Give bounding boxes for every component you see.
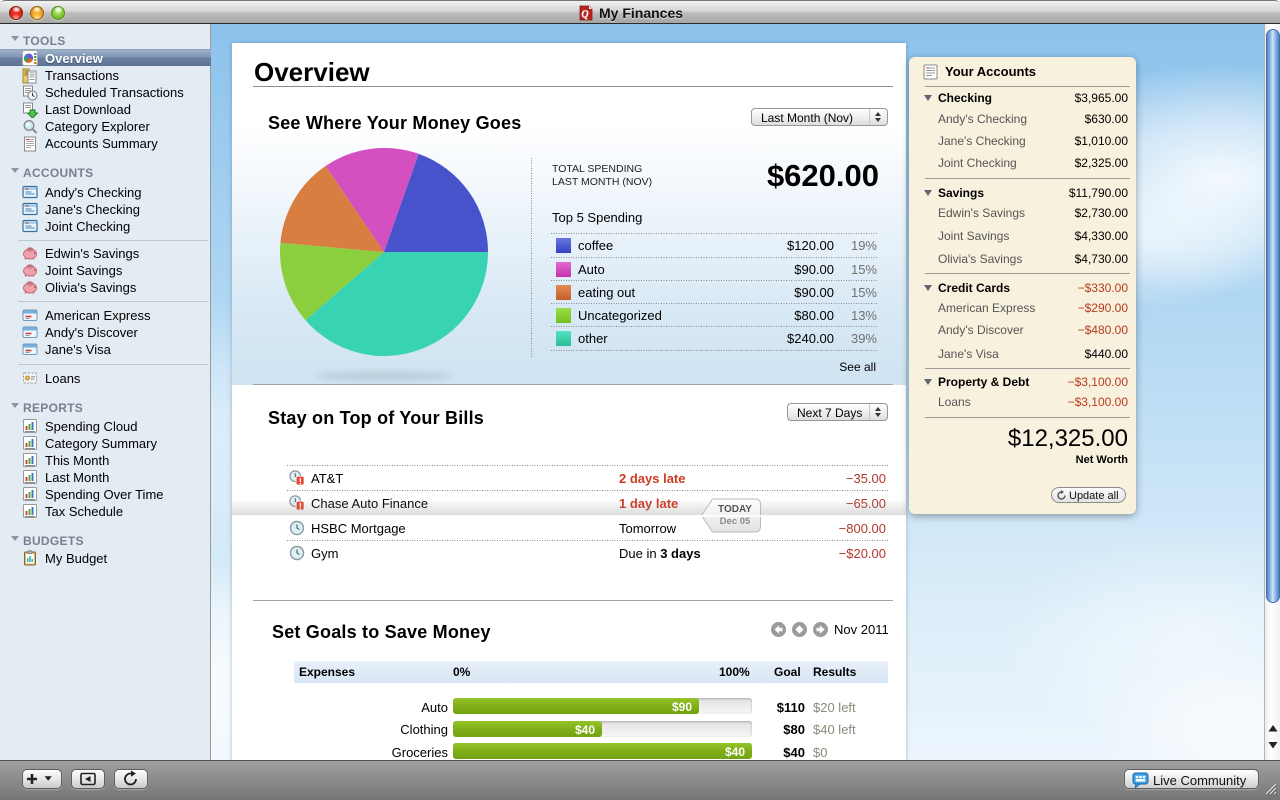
svg-text:Q: Q <box>581 9 588 20</box>
svg-text:TODAY: TODAY <box>718 504 752 515</box>
svg-text:Dec 05: Dec 05 <box>720 516 751 527</box>
